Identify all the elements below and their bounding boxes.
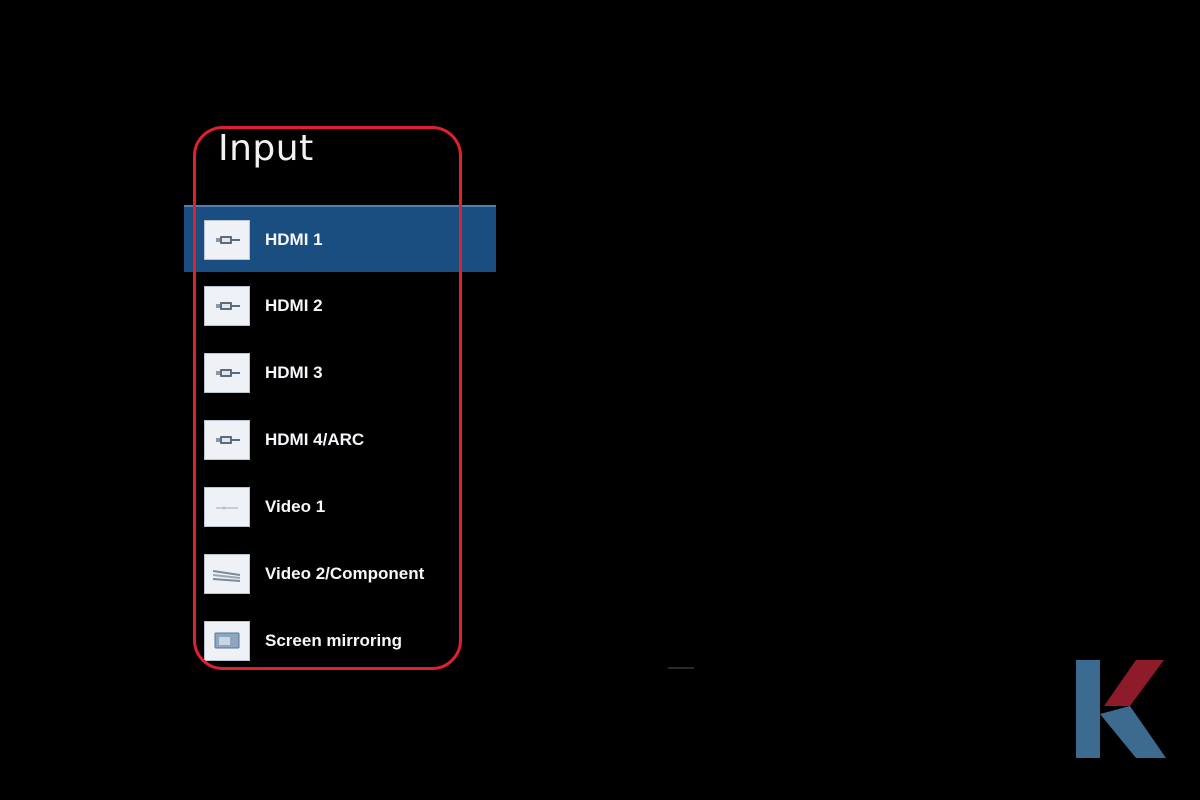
input-menu-title: Input [218, 128, 314, 169]
input-item-hdmi-2[interactable]: HDMI 2 [184, 272, 496, 339]
composite-video-icon [204, 486, 250, 527]
input-item-label: Video 1 [265, 496, 326, 516]
logo-stem [1076, 660, 1100, 758]
hdmi-port-icon [204, 352, 250, 393]
input-item-hdmi-1[interactable]: HDMI 1 [184, 205, 496, 272]
input-item-label: Screen mirroring [265, 630, 402, 650]
input-item-label: HDMI 2 [265, 295, 323, 315]
screen-mirroring-icon [204, 620, 250, 661]
input-item-video-2-component[interactable]: Video 2/Component [184, 540, 496, 607]
input-item-screen-mirroring[interactable]: Screen mirroring [184, 607, 496, 674]
input-item-hdmi-3[interactable]: HDMI 3 [184, 339, 496, 406]
input-source-list: HDMI 1 HDMI 2 HDMI 3 [184, 205, 496, 674]
input-item-video-1[interactable]: Video 1 [184, 473, 496, 540]
input-item-hdmi-4-arc[interactable]: HDMI 4/ARC [184, 406, 496, 473]
logo-upper-arm [1104, 660, 1164, 706]
component-video-icon [204, 553, 250, 594]
input-item-label: HDMI 3 [265, 362, 323, 382]
k-brand-logo [1076, 660, 1166, 758]
divider [668, 667, 694, 669]
logo-lower-arm [1100, 706, 1166, 758]
hdmi-port-icon [204, 419, 250, 460]
input-item-label: HDMI 1 [265, 229, 323, 249]
input-item-label: HDMI 4/ARC [265, 429, 365, 449]
input-item-label: Video 2/Component [265, 563, 425, 583]
hdmi-port-icon [204, 219, 250, 260]
hdmi-port-icon [204, 285, 250, 326]
